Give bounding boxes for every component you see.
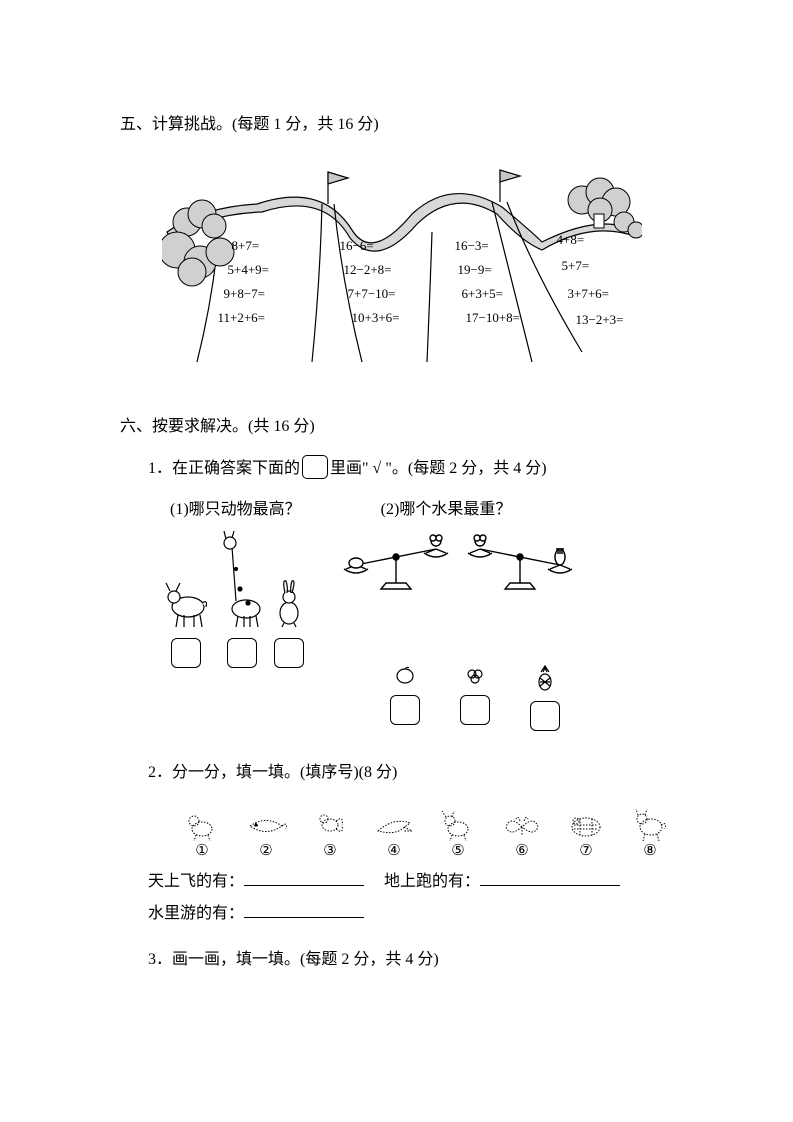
q3-title: 3．画一画，填一填。(每题 2 分，共 4 分) [148, 944, 683, 976]
eq-0-1: 5+4+9= [228, 262, 270, 278]
q1-suffix: 里画" √ "。(每题 2 分，共 4 分) [330, 460, 547, 477]
eq-2-0: 16−3= [455, 238, 489, 254]
fill-blank[interactable] [244, 872, 364, 886]
giraffe-icon [218, 529, 266, 629]
answer-box[interactable] [171, 638, 201, 668]
run-label: 地上跑的有： [384, 873, 480, 890]
eq-1-1: 12−2+8= [344, 262, 392, 278]
section6-title: 六、按要求解决。(共 16 分) [120, 412, 683, 436]
eq-1-0: 16−6= [340, 238, 374, 254]
eq-0-2: 9+8−7= [224, 286, 266, 302]
item-label: ⑧ [628, 841, 672, 860]
balance-scale-2-icon [460, 529, 580, 599]
fill-blank[interactable] [244, 904, 364, 918]
eq-3-3: 13−2+3= [576, 312, 624, 328]
eq-0-0: 8+7= [232, 238, 260, 254]
peach-icon [392, 664, 418, 686]
item-label: ⑤ [436, 841, 480, 860]
animal-4-icon [374, 811, 414, 841]
swim-label: 水里游的有： [148, 905, 244, 922]
answer-box[interactable] [227, 638, 257, 668]
q1-sub2: (2)哪个水果最重？ [381, 495, 512, 519]
eq-3-1: 5+7= [562, 258, 590, 274]
pineapple-icon [532, 664, 558, 692]
items-row: ① ② ③ ④ ⑤ ⑥ ⑦ ⑧ [180, 803, 683, 860]
section5-title: 五、计算挑战。(每题 1 分，共 16 分) [120, 110, 683, 134]
eq-3-0: 4+8= [557, 232, 585, 248]
q2-title: 2．分一分，填一填。(填序号)(8 分) [148, 757, 683, 789]
eq-3-2: 3+7+6= [568, 286, 610, 302]
eq-1-2: 7+7−10= [348, 286, 396, 302]
rabbit-icon [272, 573, 306, 629]
q2-fill-lines: 天上飞的有： 地上跑的有： 水里游的有： [148, 866, 683, 930]
eq-1-3: 10+3+6= [352, 310, 400, 326]
item-label: ④ [372, 841, 416, 860]
animal-1-icon [184, 805, 220, 841]
eq-0-3: 11+2+6= [218, 310, 266, 326]
answer-box[interactable] [460, 695, 490, 725]
q1-sub1: (1)哪只动物最高？ [170, 495, 301, 519]
item-label: ② [244, 841, 288, 860]
scale-group [336, 529, 580, 668]
item-label: ① [180, 841, 224, 860]
mountain-figure: 8+7= 5+4+9= 9+8−7= 11+2+6= 16−6= 12−2+8=… [162, 152, 642, 372]
item-label: ③ [308, 841, 352, 860]
item-label: ⑥ [500, 841, 544, 860]
answer-box[interactable] [274, 638, 304, 668]
goat-icon [160, 559, 212, 629]
fill-blank[interactable] [480, 872, 620, 886]
eq-2-1: 19−9= [458, 262, 492, 278]
animal-8-icon [631, 805, 669, 841]
item-label: ⑦ [564, 841, 608, 860]
balance-scale-1-icon [336, 529, 456, 599]
fly-label: 天上飞的有： [148, 873, 244, 890]
animal-3-icon [312, 805, 348, 841]
animal-5-icon [440, 805, 476, 841]
eq-2-3: 17−10+8= [466, 310, 521, 326]
animal-group [160, 529, 306, 668]
animal-2-icon [244, 811, 288, 841]
answer-box[interactable] [390, 695, 420, 725]
animal-6-icon [502, 809, 542, 841]
inline-answer-box [302, 455, 328, 479]
eq-2-2: 6+3+5= [462, 286, 504, 302]
animal-7-icon [566, 807, 606, 841]
answer-box[interactable] [530, 701, 560, 731]
q1-line: 1．在正确答案下面的 里画" √ "。(每题 2 分，共 4 分) [148, 454, 683, 479]
grapes-icon [462, 664, 488, 686]
q1-prefix: 1．在正确答案下面的 [148, 460, 300, 477]
